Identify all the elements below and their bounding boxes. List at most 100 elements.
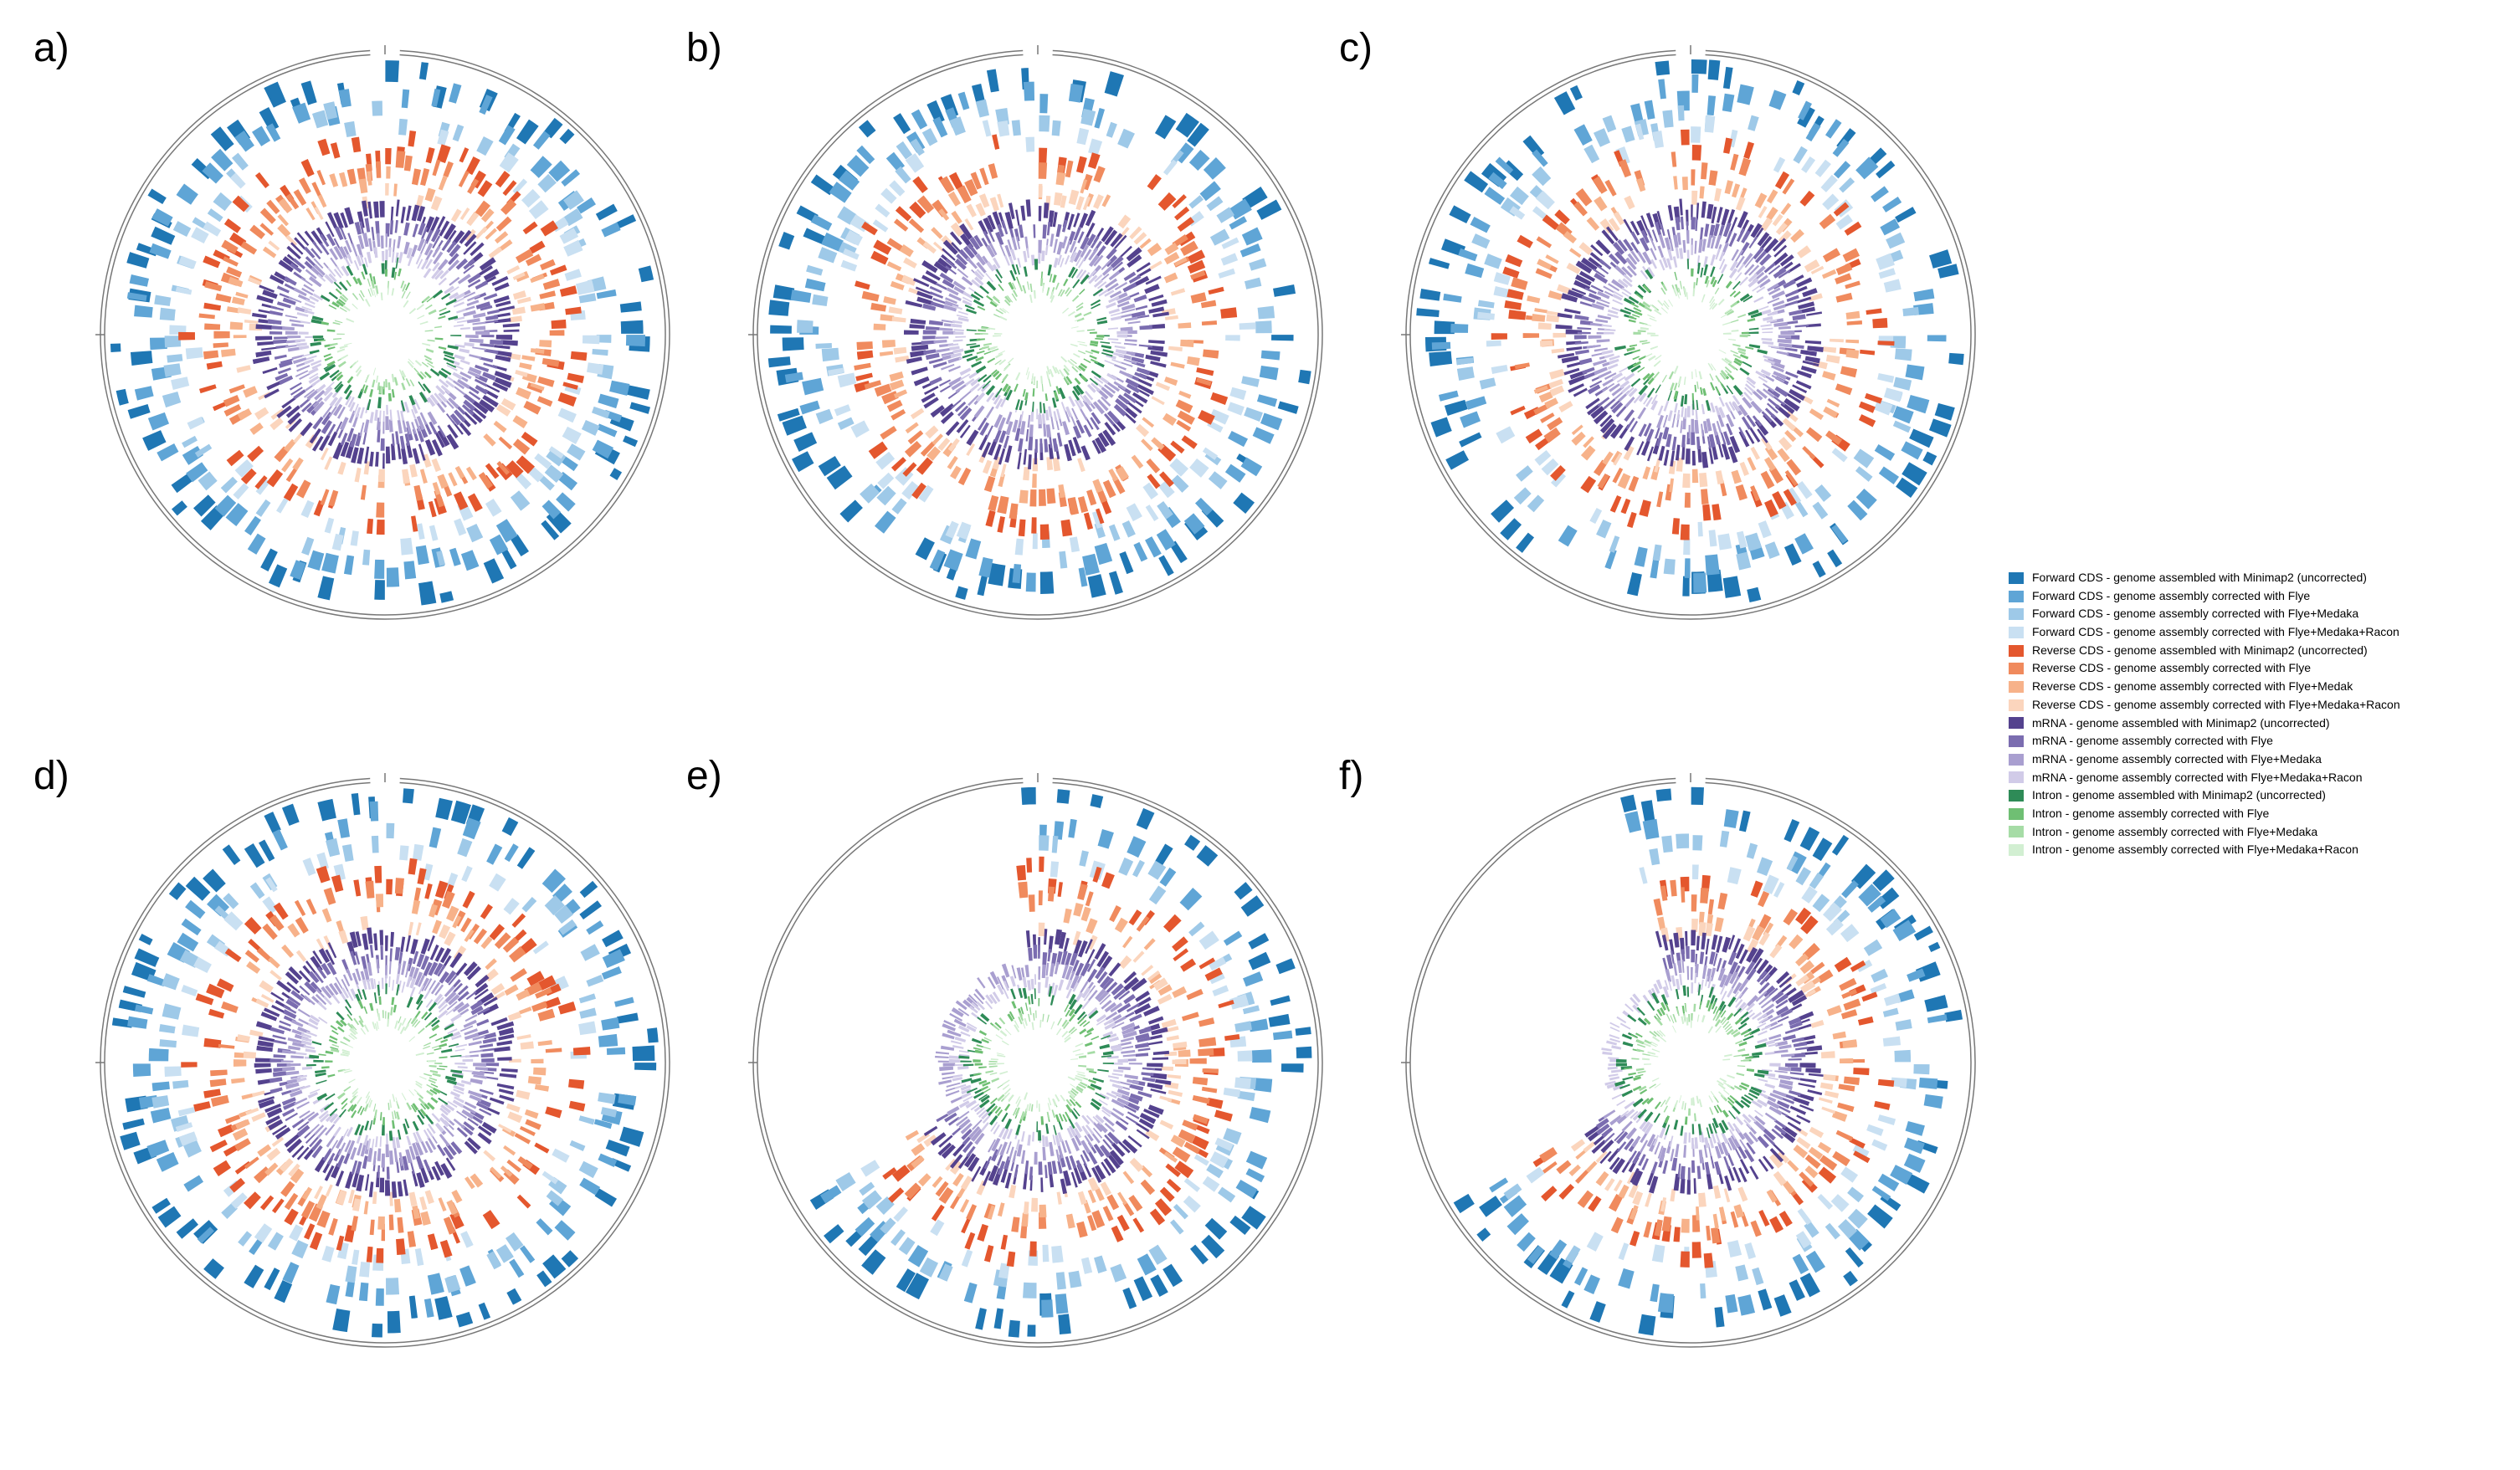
track-segment (1119, 551, 1133, 574)
track-segment (317, 139, 330, 156)
track-segment (480, 904, 493, 919)
track-segment (1747, 457, 1756, 471)
track-segment (1614, 346, 1626, 351)
track-segment (274, 1280, 292, 1303)
track-segment (443, 161, 454, 177)
track-segment (558, 392, 577, 407)
track-segment (1638, 330, 1646, 332)
track-segment (1068, 396, 1075, 407)
track-segment (1196, 367, 1214, 376)
track-segment (1596, 520, 1611, 539)
track-segment (1465, 396, 1486, 409)
track-segment (163, 363, 181, 376)
track-segment (1594, 196, 1607, 211)
track-segment (1768, 90, 1786, 110)
track-segment (1645, 397, 1653, 407)
track-segment (1046, 424, 1051, 438)
track-segment (343, 1037, 351, 1042)
track-segment (425, 330, 434, 331)
track-segment (1142, 1077, 1155, 1082)
track-segment (1012, 1150, 1017, 1163)
track-segment (454, 354, 465, 360)
track-segment (1847, 320, 1863, 325)
track-segment (1296, 1047, 1312, 1058)
track-segment (1178, 1050, 1191, 1058)
track-segment (438, 1098, 448, 1105)
track-segment (142, 430, 166, 451)
track-segment (906, 423, 919, 434)
track-segment (434, 1063, 442, 1064)
track-segment (812, 295, 828, 306)
track-segment (274, 336, 288, 339)
track-segment (1740, 335, 1748, 337)
track-segment (369, 1181, 374, 1197)
track-segment (382, 251, 384, 262)
track-segment (1025, 137, 1034, 152)
track-segment (1038, 982, 1040, 993)
track-segment (1242, 228, 1263, 246)
track-segment (408, 131, 416, 146)
track-segment (1429, 258, 1450, 269)
track-segment (1835, 383, 1853, 395)
track-segment (1632, 356, 1640, 360)
track-segment (186, 347, 203, 359)
track-segment (1243, 971, 1263, 986)
track-segment (373, 202, 379, 218)
track-segment (486, 843, 502, 864)
track-segment (1168, 1090, 1183, 1097)
track-segment (1762, 328, 1773, 330)
track-segment (327, 346, 335, 350)
track-segment (1107, 1132, 1120, 1145)
track-segment (424, 884, 433, 899)
track-segment (353, 879, 361, 896)
track-segment (435, 338, 444, 341)
track-segment (240, 241, 257, 254)
track-segment (970, 345, 980, 349)
track-segment (400, 411, 404, 421)
track-segment (1039, 1161, 1043, 1175)
track-segment (1558, 401, 1573, 412)
track-segment (962, 1250, 973, 1268)
track-segment (1081, 1257, 1092, 1274)
track-segment (1679, 248, 1683, 259)
track-segment (986, 295, 993, 301)
track-segment (974, 406, 985, 418)
track-segment (1039, 402, 1042, 412)
track-segment (467, 318, 480, 323)
track-segment (983, 120, 992, 136)
track-segment (1662, 375, 1667, 382)
track-segment (1739, 277, 1748, 286)
track-segment (238, 307, 252, 315)
track-segment (1709, 530, 1717, 546)
track-segment (256, 324, 272, 330)
track-segment (1019, 520, 1026, 537)
track-segment (1246, 1168, 1265, 1182)
track-segment (439, 1066, 448, 1068)
track-segment (203, 1088, 221, 1098)
track-segment (1029, 1166, 1033, 1180)
track-segment (997, 516, 1005, 533)
track-segment (1820, 175, 1837, 192)
track-segment (291, 323, 304, 326)
track-segment (1691, 269, 1693, 277)
track-segment (1050, 417, 1055, 430)
track-segment (1882, 197, 1902, 213)
track-segment (272, 1198, 285, 1213)
track-segment (345, 1266, 357, 1283)
track-segment (390, 220, 393, 234)
track-segment (392, 288, 395, 295)
track-segment (1691, 432, 1695, 445)
track-segment (1758, 520, 1772, 538)
panel-label-d: d) (33, 753, 69, 799)
track-segment (1109, 270, 1121, 280)
track-segment (389, 1150, 393, 1165)
track-segment (1578, 332, 1591, 335)
track-segment (1275, 958, 1295, 974)
track-segment (502, 180, 516, 196)
track-segment (1260, 366, 1279, 380)
track-segment (1030, 412, 1034, 422)
track-segment (543, 279, 561, 289)
track-segment (302, 1067, 312, 1070)
track-segment (571, 351, 588, 361)
track-segment (1025, 965, 1029, 977)
